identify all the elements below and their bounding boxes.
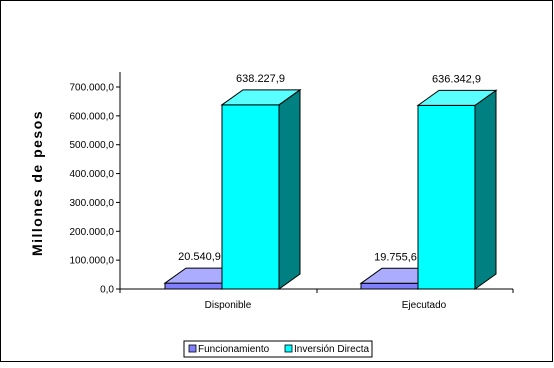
y-tick-label: 300.000,0 — [70, 198, 115, 209]
bar-inversion-directa-disponible — [220, 88, 302, 290]
legend-label-inversion-directa: Inversión Directa — [294, 344, 369, 355]
y-tick-label: 100.000,0 — [70, 256, 115, 267]
bar-front-face — [164, 282, 223, 290]
bar-front-face — [221, 104, 280, 290]
bar-front-face — [417, 104, 476, 290]
bar-side-face — [278, 88, 301, 290]
legend-label-funcionamiento: Funcionamiento — [198, 344, 270, 355]
bar-top-face — [220, 89, 302, 106]
legend-swatch-funcionamiento — [188, 344, 197, 353]
legend: Funcionamiento Inversión Directa — [183, 340, 373, 358]
y-tick-label: 700.000,0 — [70, 83, 115, 94]
y-tick-label: 600.000,0 — [70, 111, 115, 122]
y-tick-label: 200.000,0 — [70, 227, 115, 238]
data-label-funcionamiento-ejecutado: 19.755,6 — [374, 251, 417, 263]
y-tick-label: 0,0 — [100, 285, 114, 296]
y-tick-label: 400.000,0 — [70, 169, 115, 180]
data-label-inversion-directa-disponible: 638.227,9 — [236, 73, 285, 85]
data-label-inversion-directa-ejecutado: 636.342,9 — [432, 73, 481, 85]
bar-side-face — [474, 89, 497, 290]
bars — [163, 88, 498, 290]
legend-swatch-inversion-directa — [284, 344, 293, 353]
data-labels: 20.540,9 638.227,9 19.755,6 636.342,9 — [178, 73, 481, 263]
bar-inversion-directa-ejecutado — [416, 89, 498, 290]
y-tick-label: 500.000,0 — [70, 140, 115, 151]
legend-box — [183, 340, 373, 358]
data-label-funcionamiento-disponible: 20.540,9 — [178, 251, 221, 263]
bar-front-face — [360, 282, 419, 290]
x-tick-label-disponible: Disponible — [205, 300, 252, 311]
bar-top-face — [416, 89, 498, 106]
y-axis-label: Millones de pesos — [29, 110, 45, 256]
x-tick-label-ejecutado: Ejecutado — [402, 300, 447, 311]
